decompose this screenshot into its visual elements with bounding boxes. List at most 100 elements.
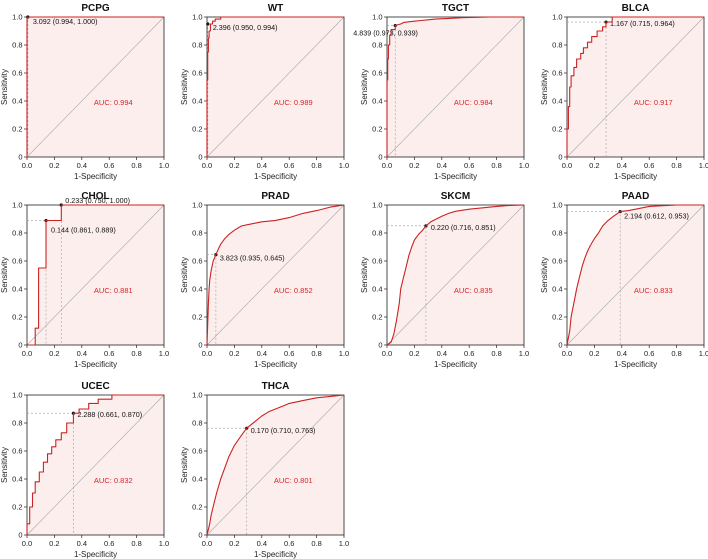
y-tick-label: 0.2 bbox=[372, 125, 382, 134]
x-tick-label: 0.4 bbox=[437, 161, 447, 170]
reference-diagonal bbox=[26, 204, 165, 346]
y-tick-label: 0.6 bbox=[192, 447, 202, 456]
y-tick-label: 0.8 bbox=[372, 41, 382, 50]
reference-diagonal bbox=[386, 16, 525, 158]
y-tick-label: 0.8 bbox=[192, 41, 202, 50]
y-tick-label: 0.8 bbox=[192, 229, 202, 238]
cutoff-label: 0.220 (0.716, 0.851) bbox=[431, 223, 496, 232]
x-tick-label: 0.6 bbox=[284, 161, 294, 170]
plot-frame bbox=[566, 204, 705, 346]
y-tick-label: 0.8 bbox=[12, 229, 22, 238]
plot-frame bbox=[26, 394, 165, 536]
x-tick-label: 0.2 bbox=[409, 349, 419, 358]
x-tick-label: 0.4 bbox=[437, 349, 447, 358]
y-tick-label: 0.4 bbox=[12, 475, 22, 484]
y-tick-label: 0.2 bbox=[12, 313, 22, 322]
panel-title: UCEC bbox=[81, 381, 109, 392]
reference-diagonal bbox=[26, 16, 165, 158]
x-axis-label: 1-Specificity bbox=[74, 550, 117, 559]
panel-title: TGCT bbox=[442, 3, 469, 14]
x-axis-label: 1-Specificity bbox=[254, 360, 297, 369]
x-tick-label: 0.6 bbox=[464, 349, 474, 358]
x-tick-label: 0.6 bbox=[644, 161, 654, 170]
x-tick-label: 1.0 bbox=[159, 161, 169, 170]
y-tick-label: 0.6 bbox=[192, 257, 202, 266]
y-tick-label: 0.6 bbox=[192, 69, 202, 78]
y-tick-label: 0.4 bbox=[372, 97, 382, 106]
auc-label: AUC: 0.917 bbox=[634, 98, 673, 107]
x-axis-label: 1-Specificity bbox=[614, 360, 657, 369]
y-axis-label: Sensitivity bbox=[0, 69, 9, 105]
y-tick-label: 0 bbox=[558, 341, 562, 350]
x-axis-label: 1-Specificity bbox=[434, 172, 477, 181]
x-tick-label: 0.6 bbox=[104, 161, 114, 170]
x-tick-label: 0.0 bbox=[562, 349, 572, 358]
y-tick-label: 1.0 bbox=[372, 201, 382, 210]
x-tick-label: 0.8 bbox=[311, 161, 321, 170]
roc-curve bbox=[206, 16, 344, 157]
panel-title: BLCA bbox=[622, 3, 650, 14]
x-tick-label: 0.8 bbox=[311, 539, 321, 548]
y-tick-label: 0 bbox=[18, 153, 22, 162]
y-tick-label: 1.0 bbox=[372, 13, 382, 22]
cutoff2-label: 0.233 (0.750, 1.000) bbox=[65, 196, 130, 205]
x-tick-label: 0.8 bbox=[131, 349, 141, 358]
y-tick-label: 0.4 bbox=[192, 97, 202, 106]
y-tick-label: 1.0 bbox=[552, 201, 562, 210]
plot-frame bbox=[206, 204, 345, 346]
cutoff-label: 2.396 (0.950, 0.994) bbox=[213, 23, 278, 32]
x-tick-label: 0.0 bbox=[202, 539, 212, 548]
roc-panel-blca: BLCA 0.0 0.2 0.4 0.6 0.8 1.0 0 0.2 0.4 0.6 0.8 1.0 1-… bbox=[540, 3, 708, 181]
x-tick-label: 0.8 bbox=[131, 539, 141, 548]
y-tick-label: 0.2 bbox=[552, 125, 562, 134]
x-tick-label: 0.2 bbox=[49, 349, 59, 358]
y-tick-label: 0.6 bbox=[552, 257, 562, 266]
x-tick-label: 1.0 bbox=[519, 349, 529, 358]
auc-label: AUC: 0.832 bbox=[94, 476, 133, 485]
x-tick-label: 0.6 bbox=[644, 349, 654, 358]
x-axis-label: 1-Specificity bbox=[254, 550, 297, 559]
x-tick-label: 0.2 bbox=[589, 161, 599, 170]
x-tick-label: 0.0 bbox=[22, 349, 32, 358]
x-tick-label: 1.0 bbox=[519, 161, 529, 170]
x-tick-label: 0.0 bbox=[562, 161, 572, 170]
auc-label: AUC: 0.881 bbox=[94, 286, 133, 295]
y-axis-label: Sensitivity bbox=[360, 69, 369, 105]
y-tick-label: 0.2 bbox=[192, 313, 202, 322]
cutoff-label: 3.092 (0.994, 1.000) bbox=[33, 17, 98, 26]
y-tick-label: 0.8 bbox=[12, 419, 22, 428]
y-tick-label: 0 bbox=[378, 341, 382, 350]
x-tick-label: 0.0 bbox=[202, 161, 212, 170]
y-tick-label: 0.4 bbox=[192, 285, 202, 294]
y-tick-label: 0.8 bbox=[552, 229, 562, 238]
x-tick-label: 0.4 bbox=[617, 161, 627, 170]
y-tick-label: 0.2 bbox=[12, 125, 22, 134]
x-tick-label: 0.2 bbox=[229, 539, 239, 548]
x-tick-label: 0.2 bbox=[49, 161, 59, 170]
x-tick-label: 0.2 bbox=[589, 349, 599, 358]
y-tick-label: 0.6 bbox=[12, 447, 22, 456]
y-tick-label: 0 bbox=[378, 153, 382, 162]
reference-diagonal bbox=[566, 204, 705, 346]
x-tick-label: 0.6 bbox=[104, 349, 114, 358]
reference-diagonal bbox=[206, 16, 345, 158]
x-tick-label: 0.0 bbox=[22, 539, 32, 548]
cutoff-marker bbox=[206, 22, 210, 26]
y-tick-label: 0.2 bbox=[12, 503, 22, 512]
y-tick-label: 1.0 bbox=[12, 391, 22, 400]
roc-panel-chol: CHOL 0.0 0.2 0.4 0.6 0.8 1.0 0 0.2 0.4 0.6 0.8 1.0 1-… bbox=[0, 191, 169, 369]
y-tick-label: 1.0 bbox=[192, 201, 202, 210]
x-tick-label: 0.8 bbox=[311, 349, 321, 358]
y-tick-label: 0.6 bbox=[552, 69, 562, 78]
x-tick-label: 1.0 bbox=[159, 349, 169, 358]
roc-curve bbox=[206, 394, 345, 536]
cutoff-guide bbox=[387, 225, 427, 345]
x-tick-label: 0.0 bbox=[382, 161, 392, 170]
y-tick-label: 0.4 bbox=[552, 97, 562, 106]
x-tick-label: 0.8 bbox=[491, 161, 501, 170]
x-tick-label: 0.4 bbox=[257, 539, 267, 548]
y-tick-label: 0.6 bbox=[372, 257, 382, 266]
y-tick-label: 0 bbox=[198, 531, 202, 540]
x-tick-label: 0.4 bbox=[77, 349, 87, 358]
x-tick-label: 0.0 bbox=[22, 161, 32, 170]
